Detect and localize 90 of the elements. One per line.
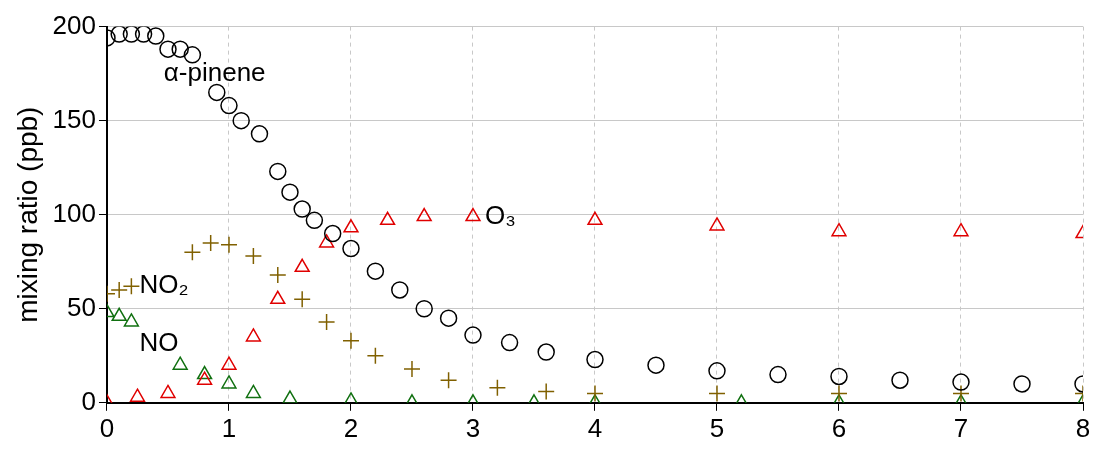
- point: [708, 384, 726, 403]
- point: [201, 234, 220, 252]
- point: [708, 362, 726, 380]
- point: [831, 222, 847, 237]
- point: [122, 277, 141, 295]
- point: [232, 111, 250, 130]
- point: [294, 258, 310, 273]
- point: [464, 326, 482, 344]
- point: [220, 96, 238, 115]
- x-tick-label: 7: [953, 412, 969, 443]
- point: [343, 219, 359, 233]
- point: [220, 236, 238, 254]
- point: [415, 300, 433, 318]
- y-axis-title: mixing ratio (ppb): [11, 106, 43, 323]
- y-tick-label: 100: [52, 197, 96, 228]
- x-tick-label: 1: [221, 412, 237, 443]
- x-tick-label: 0: [99, 412, 115, 443]
- point: [221, 375, 237, 389]
- point: [342, 331, 360, 350]
- x-tick-label: 8: [1075, 412, 1091, 443]
- series-label: O₃: [484, 199, 516, 230]
- point: [110, 26, 128, 43]
- point: [123, 313, 140, 327]
- point: [1013, 375, 1031, 393]
- x-tick-label: 5: [709, 412, 725, 443]
- point: [196, 365, 213, 380]
- series-label: NO₂: [139, 269, 189, 300]
- point: [830, 367, 848, 386]
- point: [250, 125, 269, 143]
- point: [953, 222, 969, 237]
- y-tick-label: 50: [67, 291, 96, 322]
- x-tick-label: 6: [831, 412, 847, 443]
- point: [379, 211, 396, 226]
- point: [129, 388, 146, 402]
- series-label: NO: [139, 327, 179, 358]
- point: [134, 26, 153, 43]
- point: [269, 162, 287, 181]
- point: [318, 234, 335, 248]
- point: [183, 243, 202, 262]
- point: [172, 356, 188, 370]
- point: [830, 384, 848, 403]
- point: [537, 382, 555, 401]
- series-label: α-pinene: [163, 57, 266, 88]
- point: [952, 384, 970, 403]
- point: [500, 333, 519, 352]
- point: [587, 211, 603, 226]
- point: [403, 360, 421, 378]
- point: [110, 281, 128, 299]
- x-tick-label: 3: [465, 412, 481, 443]
- point: [891, 371, 909, 389]
- point: [221, 356, 237, 370]
- point: [439, 309, 458, 327]
- point: [159, 40, 177, 58]
- point: [769, 365, 787, 384]
- point: [270, 290, 286, 305]
- point: [342, 239, 360, 258]
- point: [122, 26, 141, 43]
- point: [391, 281, 409, 299]
- point: [537, 343, 555, 361]
- point: [147, 27, 165, 45]
- point: [111, 307, 127, 322]
- point: [293, 200, 311, 218]
- y-tick-label: 150: [52, 103, 96, 134]
- point: [323, 224, 342, 243]
- point: [269, 266, 287, 284]
- x-tick-label: 4: [587, 412, 603, 443]
- point: [245, 384, 262, 399]
- point: [281, 183, 299, 201]
- point: [366, 347, 385, 365]
- point: [465, 207, 481, 222]
- point: [305, 211, 324, 230]
- point: [245, 328, 262, 342]
- point: [366, 262, 385, 280]
- point: [709, 217, 725, 231]
- point: [160, 384, 176, 399]
- x-tick-label: 2: [343, 412, 359, 443]
- point: [416, 207, 432, 222]
- point: [952, 373, 970, 391]
- point: [196, 371, 213, 385]
- point: [171, 40, 189, 58]
- point: [244, 247, 263, 265]
- y-tick-label: 0: [81, 385, 96, 416]
- point: [317, 313, 336, 331]
- point: [586, 350, 604, 369]
- point: [439, 371, 458, 389]
- point: [586, 384, 604, 403]
- point: [488, 379, 507, 397]
- point: [293, 290, 311, 309]
- point: [647, 356, 665, 374]
- y-tick-label: 200: [52, 9, 96, 40]
